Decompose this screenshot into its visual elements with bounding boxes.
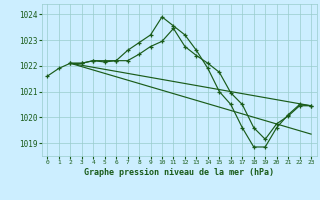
X-axis label: Graphe pression niveau de la mer (hPa): Graphe pression niveau de la mer (hPa) [84, 168, 274, 177]
